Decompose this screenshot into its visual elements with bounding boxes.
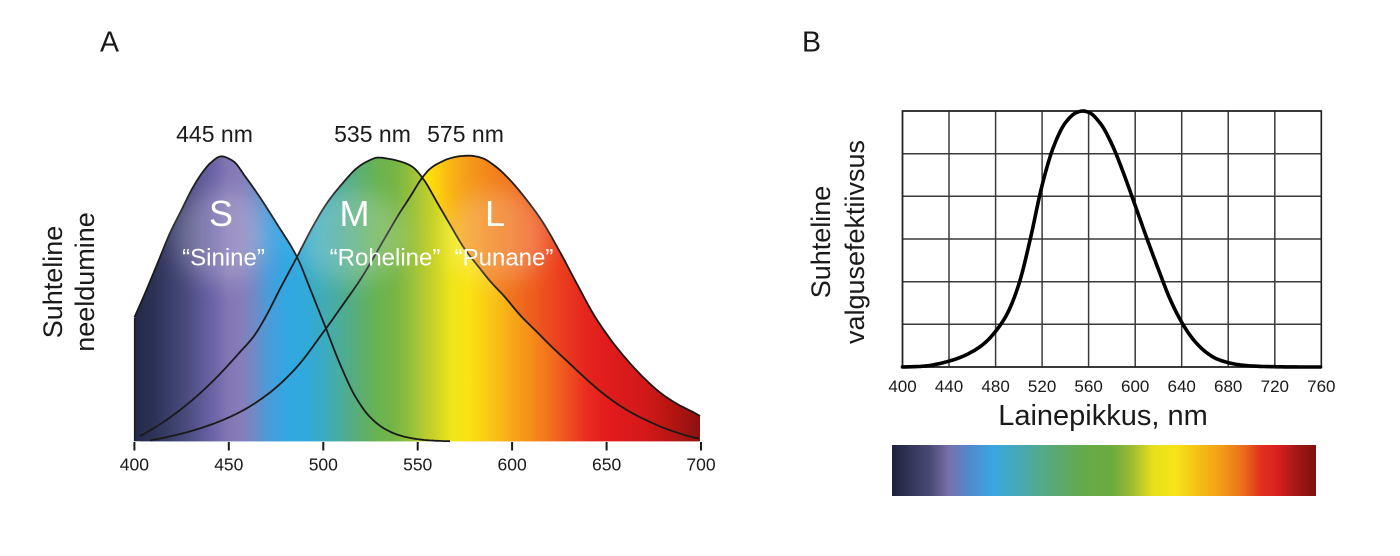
svg-text:S: S [209,193,233,234]
svg-text:Lainepikkus, nm: Lainepikkus, nm [998,400,1208,432]
svg-text:440: 440 [935,377,963,396]
svg-text:480: 480 [981,377,1009,396]
svg-text:400: 400 [120,455,149,475]
svg-text:valgusefektiivsus: valgusefektiivsus [840,140,870,344]
svg-text:760: 760 [1307,377,1335,396]
svg-text:neeldumine: neeldumine [70,212,100,352]
svg-text:“Roheline”: “Roheline” [330,244,441,271]
svg-text:520: 520 [1028,377,1056,396]
svg-text:M: M [340,193,370,234]
svg-text:600: 600 [1121,377,1149,396]
svg-text:400: 400 [888,377,916,396]
svg-text:“Sinine”: “Sinine” [182,244,265,271]
svg-text:700: 700 [686,455,715,475]
svg-text:720: 720 [1261,377,1289,396]
svg-text:B: B [802,27,821,59]
svg-text:“Punane”: “Punane” [455,244,554,271]
svg-text:Suhteline: Suhteline [38,226,68,339]
svg-text:450: 450 [214,455,243,475]
svg-text:535 nm: 535 nm [334,121,411,147]
svg-text:L: L [485,193,505,234]
svg-text:Suhteline: Suhteline [806,186,836,299]
svg-text:600: 600 [497,455,526,475]
svg-text:445 nm: 445 nm [176,121,253,147]
svg-text:575 nm: 575 nm [427,121,504,147]
svg-text:650: 650 [592,455,621,475]
svg-text:A: A [100,27,119,59]
svg-text:500: 500 [309,455,338,475]
svg-text:640: 640 [1168,377,1196,396]
svg-text:680: 680 [1214,377,1242,396]
svg-text:550: 550 [403,455,432,475]
svg-text:560: 560 [1074,377,1102,396]
